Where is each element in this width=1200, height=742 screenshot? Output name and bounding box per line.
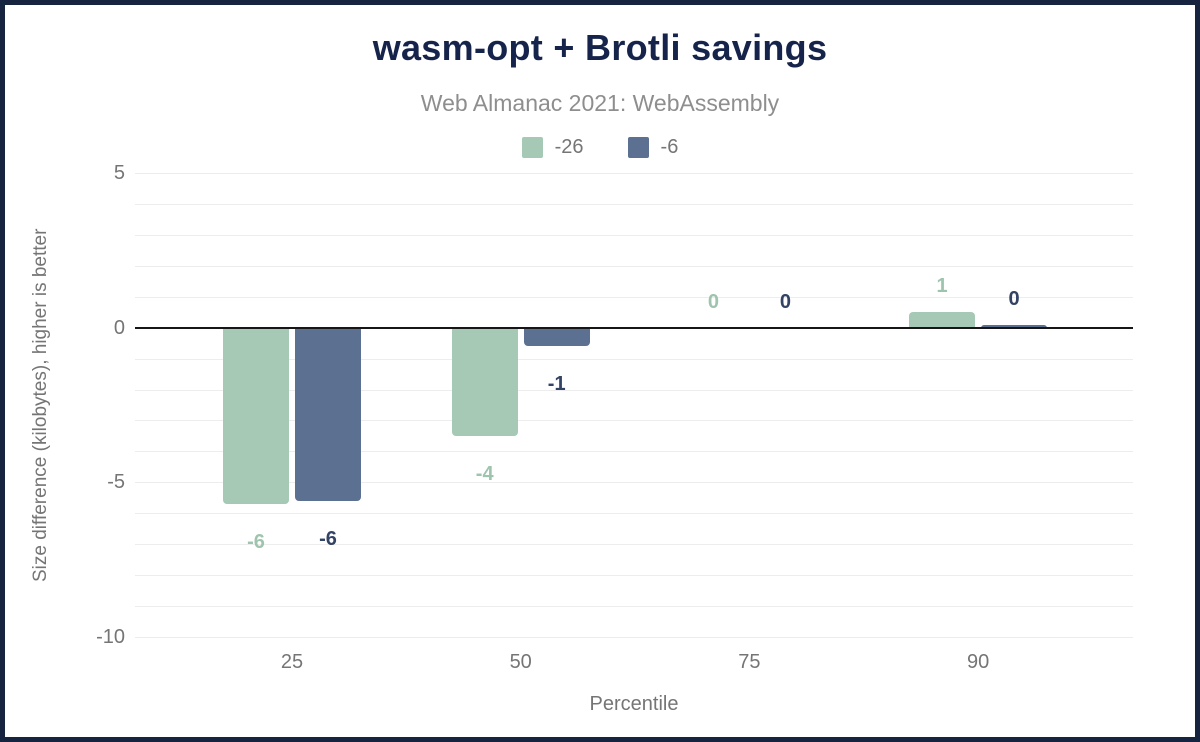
bar-series-1[interactable]	[451, 327, 518, 436]
bar-value-label: -4	[475, 462, 494, 485]
x-tick-label: 25	[280, 651, 304, 673]
gridline	[135, 203, 1133, 205]
y-tick-label: 0	[113, 316, 125, 339]
gridline	[135, 606, 1133, 608]
gridline	[135, 482, 1133, 484]
y-tick-label: -5	[107, 471, 125, 494]
chart-subtitle: Web Almanac 2021: WebAssembly	[420, 90, 780, 116]
bar-value-label: -1	[547, 373, 566, 396]
gridline	[135, 451, 1133, 453]
bar-value-label: -6	[319, 527, 337, 550]
y-tick-label: -10	[96, 626, 125, 648]
gridline	[135, 420, 1133, 422]
bar-series-1[interactable]	[223, 327, 289, 504]
legend-item-series-1[interactable]: -26	[521, 136, 584, 159]
legend-item-series-2[interactable]: -6	[627, 136, 679, 159]
gridline	[135, 513, 1133, 515]
bar-value-label: 0	[779, 290, 791, 313]
bar-series-2[interactable]	[523, 327, 590, 347]
bar-series-2[interactable]	[981, 324, 1048, 328]
gridline	[135, 544, 1133, 546]
legend-swatch-icon	[521, 137, 543, 158]
gridline	[135, 265, 1133, 267]
legend-label: -6	[660, 136, 679, 158]
y-tick-label: 5	[113, 162, 125, 184]
legend-label: -26	[554, 136, 584, 158]
x-tick-label: 75	[738, 651, 761, 673]
gridline	[135, 389, 1133, 391]
gridline	[135, 173, 1133, 174]
x-axis-line	[135, 326, 1133, 329]
gridline	[135, 234, 1133, 236]
x-tick-label: 50	[509, 651, 532, 673]
bar-series-1[interactable]	[909, 312, 976, 328]
y-axis-title: Size difference (kilobytes), higher is b…	[30, 228, 51, 582]
gridline	[135, 296, 1133, 298]
legend-swatch-icon	[627, 137, 649, 158]
gridline	[135, 575, 1133, 577]
x-tick-label: 90	[966, 651, 990, 673]
bar-series-2[interactable]	[295, 327, 361, 501]
bar-value-label: 1	[936, 275, 948, 298]
legend: -26 -6	[5, 136, 1195, 159]
gridline	[135, 637, 1133, 638]
bar-value-label: -6	[247, 530, 265, 553]
gridline	[135, 358, 1133, 360]
x-axis-title: Percentile	[589, 693, 679, 715]
chart-title: wasm-opt + Brotli savings	[372, 27, 828, 68]
bar-value-label: 0	[707, 290, 719, 313]
bar-value-label: 0	[1008, 287, 1020, 310]
